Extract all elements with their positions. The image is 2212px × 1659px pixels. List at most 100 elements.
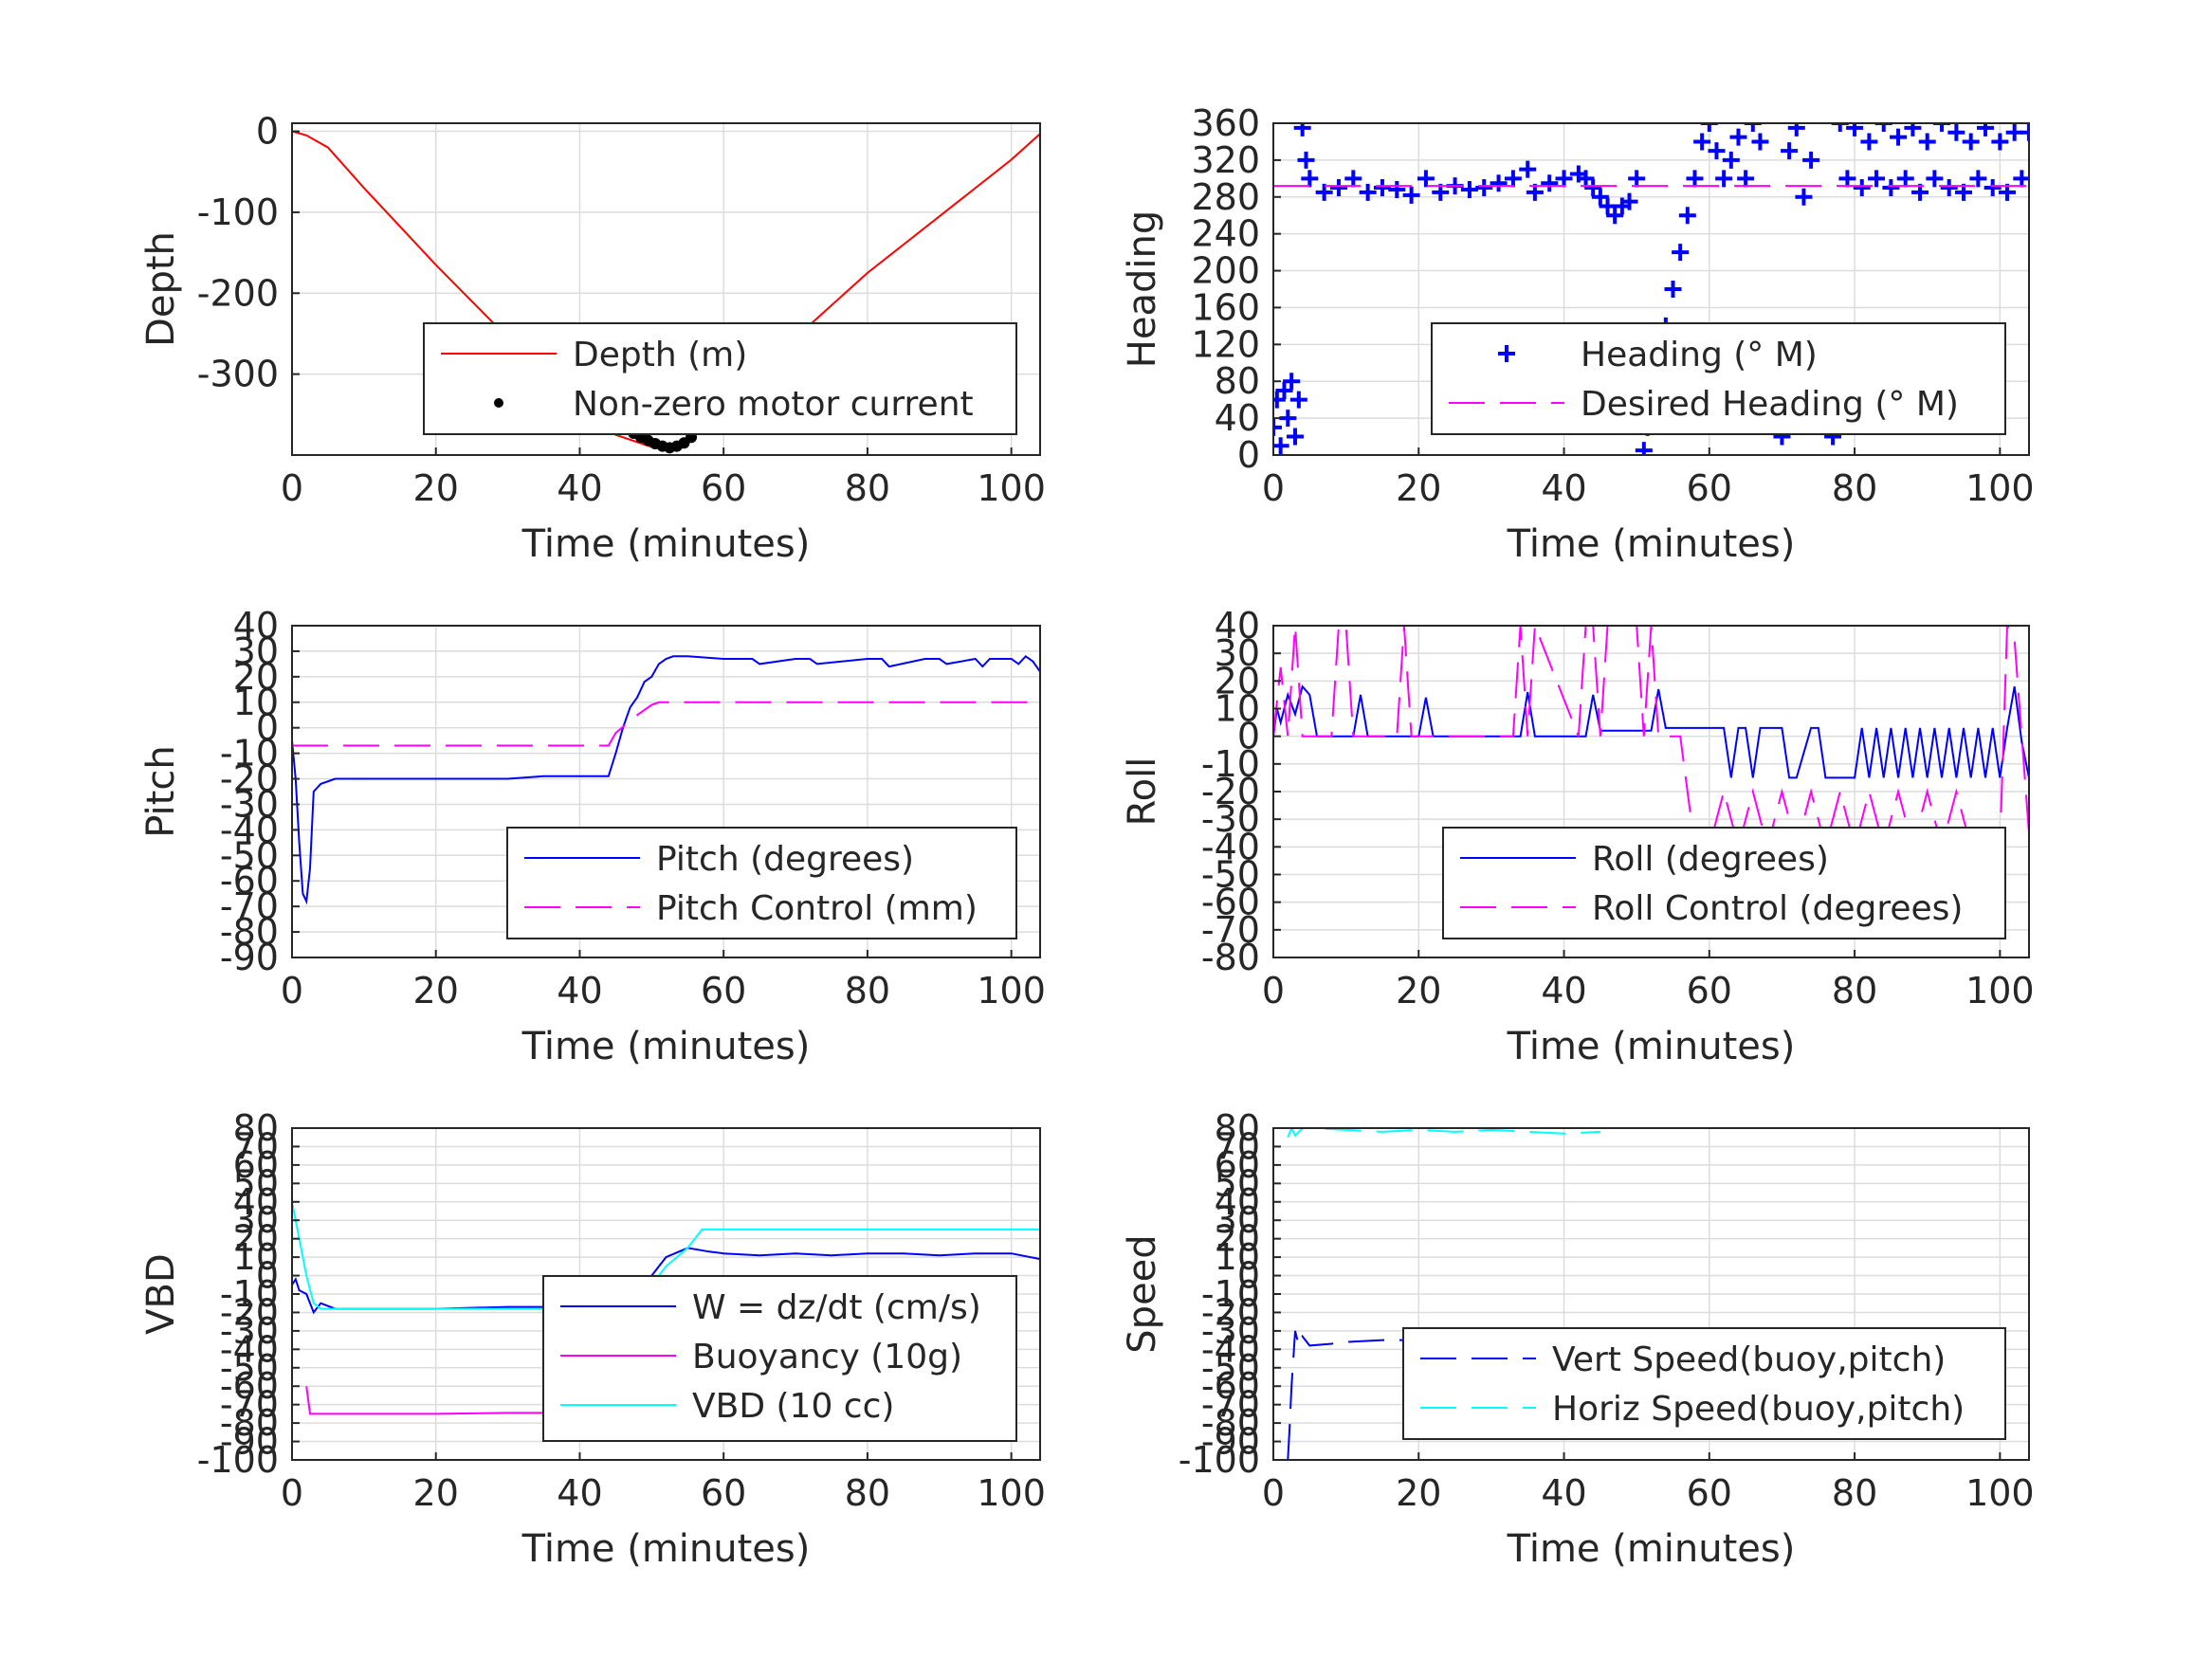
y-tick-label: 0 — [1237, 716, 1260, 757]
y-tick-label: -80 — [1201, 937, 1260, 978]
data-point — [1293, 123, 1311, 137]
data-point — [1947, 123, 1965, 141]
y-tick-label: 10 — [1215, 1236, 1260, 1278]
data-point — [1896, 170, 1914, 188]
y-tick-label: -60 — [1201, 1365, 1260, 1407]
x-axis-label: Time (minutes) — [1507, 1025, 1796, 1068]
y-tick-label: 20 — [233, 1218, 279, 1260]
x-tick-label: 80 — [1832, 1472, 1877, 1514]
y-tick-label: 20 — [1215, 1218, 1260, 1260]
y-tick-label: 360 — [1191, 102, 1260, 144]
y-tick-label: -50 — [1201, 854, 1260, 896]
y-tick-label: 0 — [256, 707, 279, 749]
legend-marker — [494, 398, 503, 408]
y-tick-label: -20 — [220, 758, 279, 800]
x-tick-label: 40 — [1541, 467, 1586, 509]
data-point — [1904, 123, 1922, 137]
plot-area — [1273, 123, 2029, 455]
data-point — [1708, 142, 1726, 160]
series-pitch-1 — [292, 701, 1040, 747]
series-heading-0 — [1273, 123, 2029, 455]
y-tick-label: -70 — [220, 885, 279, 927]
data-point — [1289, 391, 1307, 409]
y-axis-label: Pitch — [139, 745, 183, 837]
data-point — [1584, 179, 1602, 197]
y-tick-label: -50 — [220, 1347, 279, 1389]
legend-marker — [1498, 345, 1515, 362]
legend: Depth (m) Non-zero motor current — [423, 322, 1017, 435]
x-tick-label: 100 — [1965, 1472, 2035, 1514]
legend-box — [1442, 827, 2006, 939]
series-roll-0 — [1273, 684, 2029, 779]
legend-label: Roll (degrees) — [1592, 840, 1829, 879]
y-tick-label: 240 — [1191, 213, 1260, 255]
y-axis-label: VBD — [139, 1253, 183, 1335]
y-tick-label: -100 — [197, 191, 279, 233]
y-tick-label: 30 — [233, 630, 279, 672]
data-point — [2005, 123, 2023, 141]
axes-frame — [291, 122, 1041, 456]
data-point — [1273, 418, 1282, 436]
series-roll-1 — [1273, 626, 2029, 851]
legend-box — [1402, 1327, 2006, 1440]
x-tick-label: 40 — [1541, 970, 1586, 1012]
series-pitch-0 — [292, 654, 1040, 905]
legend-box — [1431, 322, 2006, 435]
y-tick-label: -90 — [220, 937, 279, 978]
data-point — [1541, 174, 1559, 192]
y-tick-label: -30 — [220, 1310, 279, 1352]
plot-area — [1273, 626, 2029, 851]
data-point — [1672, 244, 1690, 262]
data-point — [1388, 181, 1406, 198]
y-tick-label: -20 — [1201, 771, 1260, 812]
y-tick-label: -40 — [1201, 826, 1260, 867]
data-point — [1882, 179, 1900, 197]
x-tick-label: 40 — [557, 1472, 602, 1514]
data-point — [1301, 170, 1319, 188]
legend: W = dz/dt (cm/s) Buoyancy (10g) VBD (10 cc… — [542, 1275, 1017, 1442]
data-point — [1273, 391, 1286, 409]
y-tick-label: 30 — [1215, 1199, 1260, 1241]
y-tick-label: -80 — [220, 911, 279, 953]
x-axis-label: Time (minutes) — [1507, 522, 1796, 566]
x-tick-label: 100 — [1965, 970, 2035, 1012]
y-tick-label: -80 — [220, 1402, 279, 1444]
x-tick-label: 0 — [1262, 1472, 1285, 1514]
y-tick-label: 0 — [256, 111, 279, 153]
y-tick-label: 20 — [233, 656, 279, 698]
data-point — [1991, 133, 2009, 151]
y-tick-label: 80 — [1215, 1107, 1260, 1149]
data-point — [1315, 183, 1333, 201]
data-point — [1279, 410, 1297, 428]
x-tick-label: 0 — [281, 467, 303, 509]
y-tick-label: 10 — [233, 682, 279, 723]
x-tick-label: 20 — [1396, 1472, 1441, 1514]
y-tick-label: 0 — [1237, 1255, 1260, 1297]
legend-label: Buoyancy (10g) — [692, 1338, 962, 1376]
legend: Heading (° M) Desired Heading (° M) — [1431, 322, 2006, 435]
y-tick-label: -100 — [1179, 1439, 1260, 1481]
x-tick-label: 0 — [1262, 970, 1285, 1012]
y-tick-label: 30 — [233, 1199, 279, 1241]
data-point — [1275, 381, 1293, 399]
y-tick-label: 20 — [1215, 660, 1260, 702]
x-tick-label: 40 — [557, 970, 602, 1012]
data-point — [1504, 170, 1522, 188]
legend-label: Pitch (degrees) — [656, 840, 914, 879]
y-tick-label: 10 — [1215, 688, 1260, 730]
y-tick-label: -40 — [220, 1328, 279, 1370]
chart-speed: 0 20 40 60 80 10080706050403020100-10-20-30-4… — [1121, 1107, 2035, 1571]
chart-pitch: 0 20 40 60 80 100403020100-10-20-30-40-50-60-… — [139, 605, 1046, 1068]
y-tick-label: 0 — [1237, 434, 1260, 476]
y-tick-label: 40 — [1215, 605, 1260, 647]
data-point — [1664, 281, 1682, 298]
data-point — [1781, 142, 1799, 160]
y-tick-label: -50 — [1201, 1347, 1260, 1389]
data-point — [1460, 181, 1478, 198]
y-tick-label: -10 — [1201, 743, 1260, 785]
chart-vbd: 0 20 40 60 80 10080706050403020100-10-20-30-4… — [139, 1107, 1046, 1571]
y-tick-label: 0 — [256, 1255, 279, 1297]
data-point — [1359, 183, 1377, 201]
legend: Roll (degrees) Roll Control (degrees) — [1442, 827, 2006, 939]
data-point — [1977, 123, 1995, 137]
